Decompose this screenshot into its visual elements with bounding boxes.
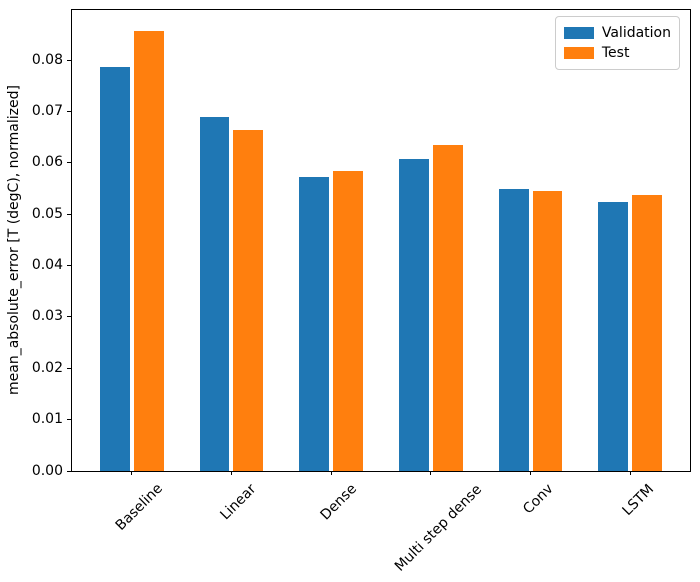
y-tick-label-0.08: 0.08 xyxy=(31,51,63,68)
legend: Validation Test xyxy=(554,16,680,70)
y-tick-label-0.04: 0.04 xyxy=(31,257,63,274)
legend-swatch-test-icon xyxy=(563,47,594,59)
y-tick-mark-0.07 xyxy=(67,111,71,113)
y-tick-label-0.05: 0.05 xyxy=(31,205,63,222)
x-tick-label-dense: Dense xyxy=(317,480,361,524)
x-tick-label-baseline: Baseline xyxy=(112,480,167,535)
y-tick-mark-0.01 xyxy=(67,419,71,421)
bar-test-multi-step-dense xyxy=(432,144,463,471)
bar-validation-conv xyxy=(498,189,529,471)
y-tick-mark-0.06 xyxy=(67,162,71,164)
y-tick-mark-0.00 xyxy=(67,470,71,472)
legend-label-validation: Validation xyxy=(601,24,671,41)
x-tick-mark-baseline xyxy=(131,471,133,475)
x-tick-label-linear: Linear xyxy=(217,481,260,524)
x-tick-label-multi-step-dense: Multi step dense xyxy=(391,481,485,575)
x-tick-mark-multi-step-dense xyxy=(430,471,432,475)
plot-area xyxy=(71,9,691,472)
y-tick-label-0.02: 0.02 xyxy=(31,359,63,376)
y-tick-mark-0.05 xyxy=(67,213,71,215)
y-tick-mark-0.04 xyxy=(67,265,71,267)
bar-validation-dense xyxy=(299,177,330,471)
legend-label-test: Test xyxy=(601,44,630,61)
bar-test-dense xyxy=(333,170,364,471)
y-tick-mark-0.08 xyxy=(67,59,71,61)
y-tick-label-0.07: 0.07 xyxy=(31,103,63,120)
bar-validation-lstm xyxy=(598,201,629,471)
bar-test-conv xyxy=(532,191,563,471)
x-tick-mark-linear xyxy=(230,471,232,475)
y-tick-mark-0.03 xyxy=(67,316,71,318)
legend-entry-test: Test xyxy=(563,43,671,63)
bar-test-lstm xyxy=(632,195,663,471)
bar-validation-baseline xyxy=(99,66,130,471)
y-tick-label-0.06: 0.06 xyxy=(31,154,63,171)
bar-validation-linear xyxy=(199,117,230,471)
y-tick-label-0.01: 0.01 xyxy=(31,411,63,428)
y-axis-label: mean_absolute_error [T (degC), normalize… xyxy=(6,85,22,396)
legend-swatch-validation-icon xyxy=(563,27,594,39)
x-tick-label-lstm: LSTM xyxy=(619,480,657,519)
legend-entry-validation: Validation xyxy=(563,23,671,43)
y-tick-mark-0.02 xyxy=(67,367,71,369)
bar-validation-multi-step-dense xyxy=(398,158,429,471)
x-tick-mark-dense xyxy=(330,471,332,475)
bar-test-baseline xyxy=(133,31,164,471)
x-tick-mark-lstm xyxy=(629,471,631,475)
x-tick-mark-conv xyxy=(530,471,532,475)
y-tick-label-0.00: 0.00 xyxy=(31,462,63,479)
x-tick-label-conv: Conv xyxy=(519,481,557,518)
y-tick-label-0.03: 0.03 xyxy=(31,308,63,325)
bar-test-linear xyxy=(233,129,264,471)
